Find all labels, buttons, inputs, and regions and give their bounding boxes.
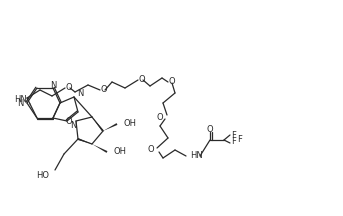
- Text: O: O: [207, 125, 213, 135]
- Text: F: F: [231, 130, 236, 140]
- Text: N: N: [16, 98, 23, 108]
- Polygon shape: [78, 138, 92, 144]
- Text: N: N: [50, 81, 56, 89]
- Text: O: O: [169, 78, 175, 86]
- Text: O: O: [156, 113, 163, 121]
- Text: F: F: [231, 138, 236, 146]
- Polygon shape: [103, 123, 117, 131]
- Text: O: O: [101, 86, 107, 95]
- Text: F: F: [237, 135, 242, 143]
- Text: HO: HO: [36, 172, 49, 181]
- Text: HN: HN: [14, 95, 27, 105]
- Text: N: N: [70, 121, 76, 130]
- Text: N: N: [77, 89, 83, 98]
- Text: HN: HN: [190, 151, 203, 160]
- Text: OH: OH: [113, 148, 126, 157]
- Text: O: O: [66, 84, 72, 92]
- Text: O: O: [139, 76, 145, 84]
- Text: O: O: [147, 146, 154, 154]
- Polygon shape: [92, 117, 104, 132]
- Polygon shape: [92, 144, 107, 153]
- Text: OH: OH: [123, 119, 136, 129]
- Text: O: O: [66, 116, 72, 125]
